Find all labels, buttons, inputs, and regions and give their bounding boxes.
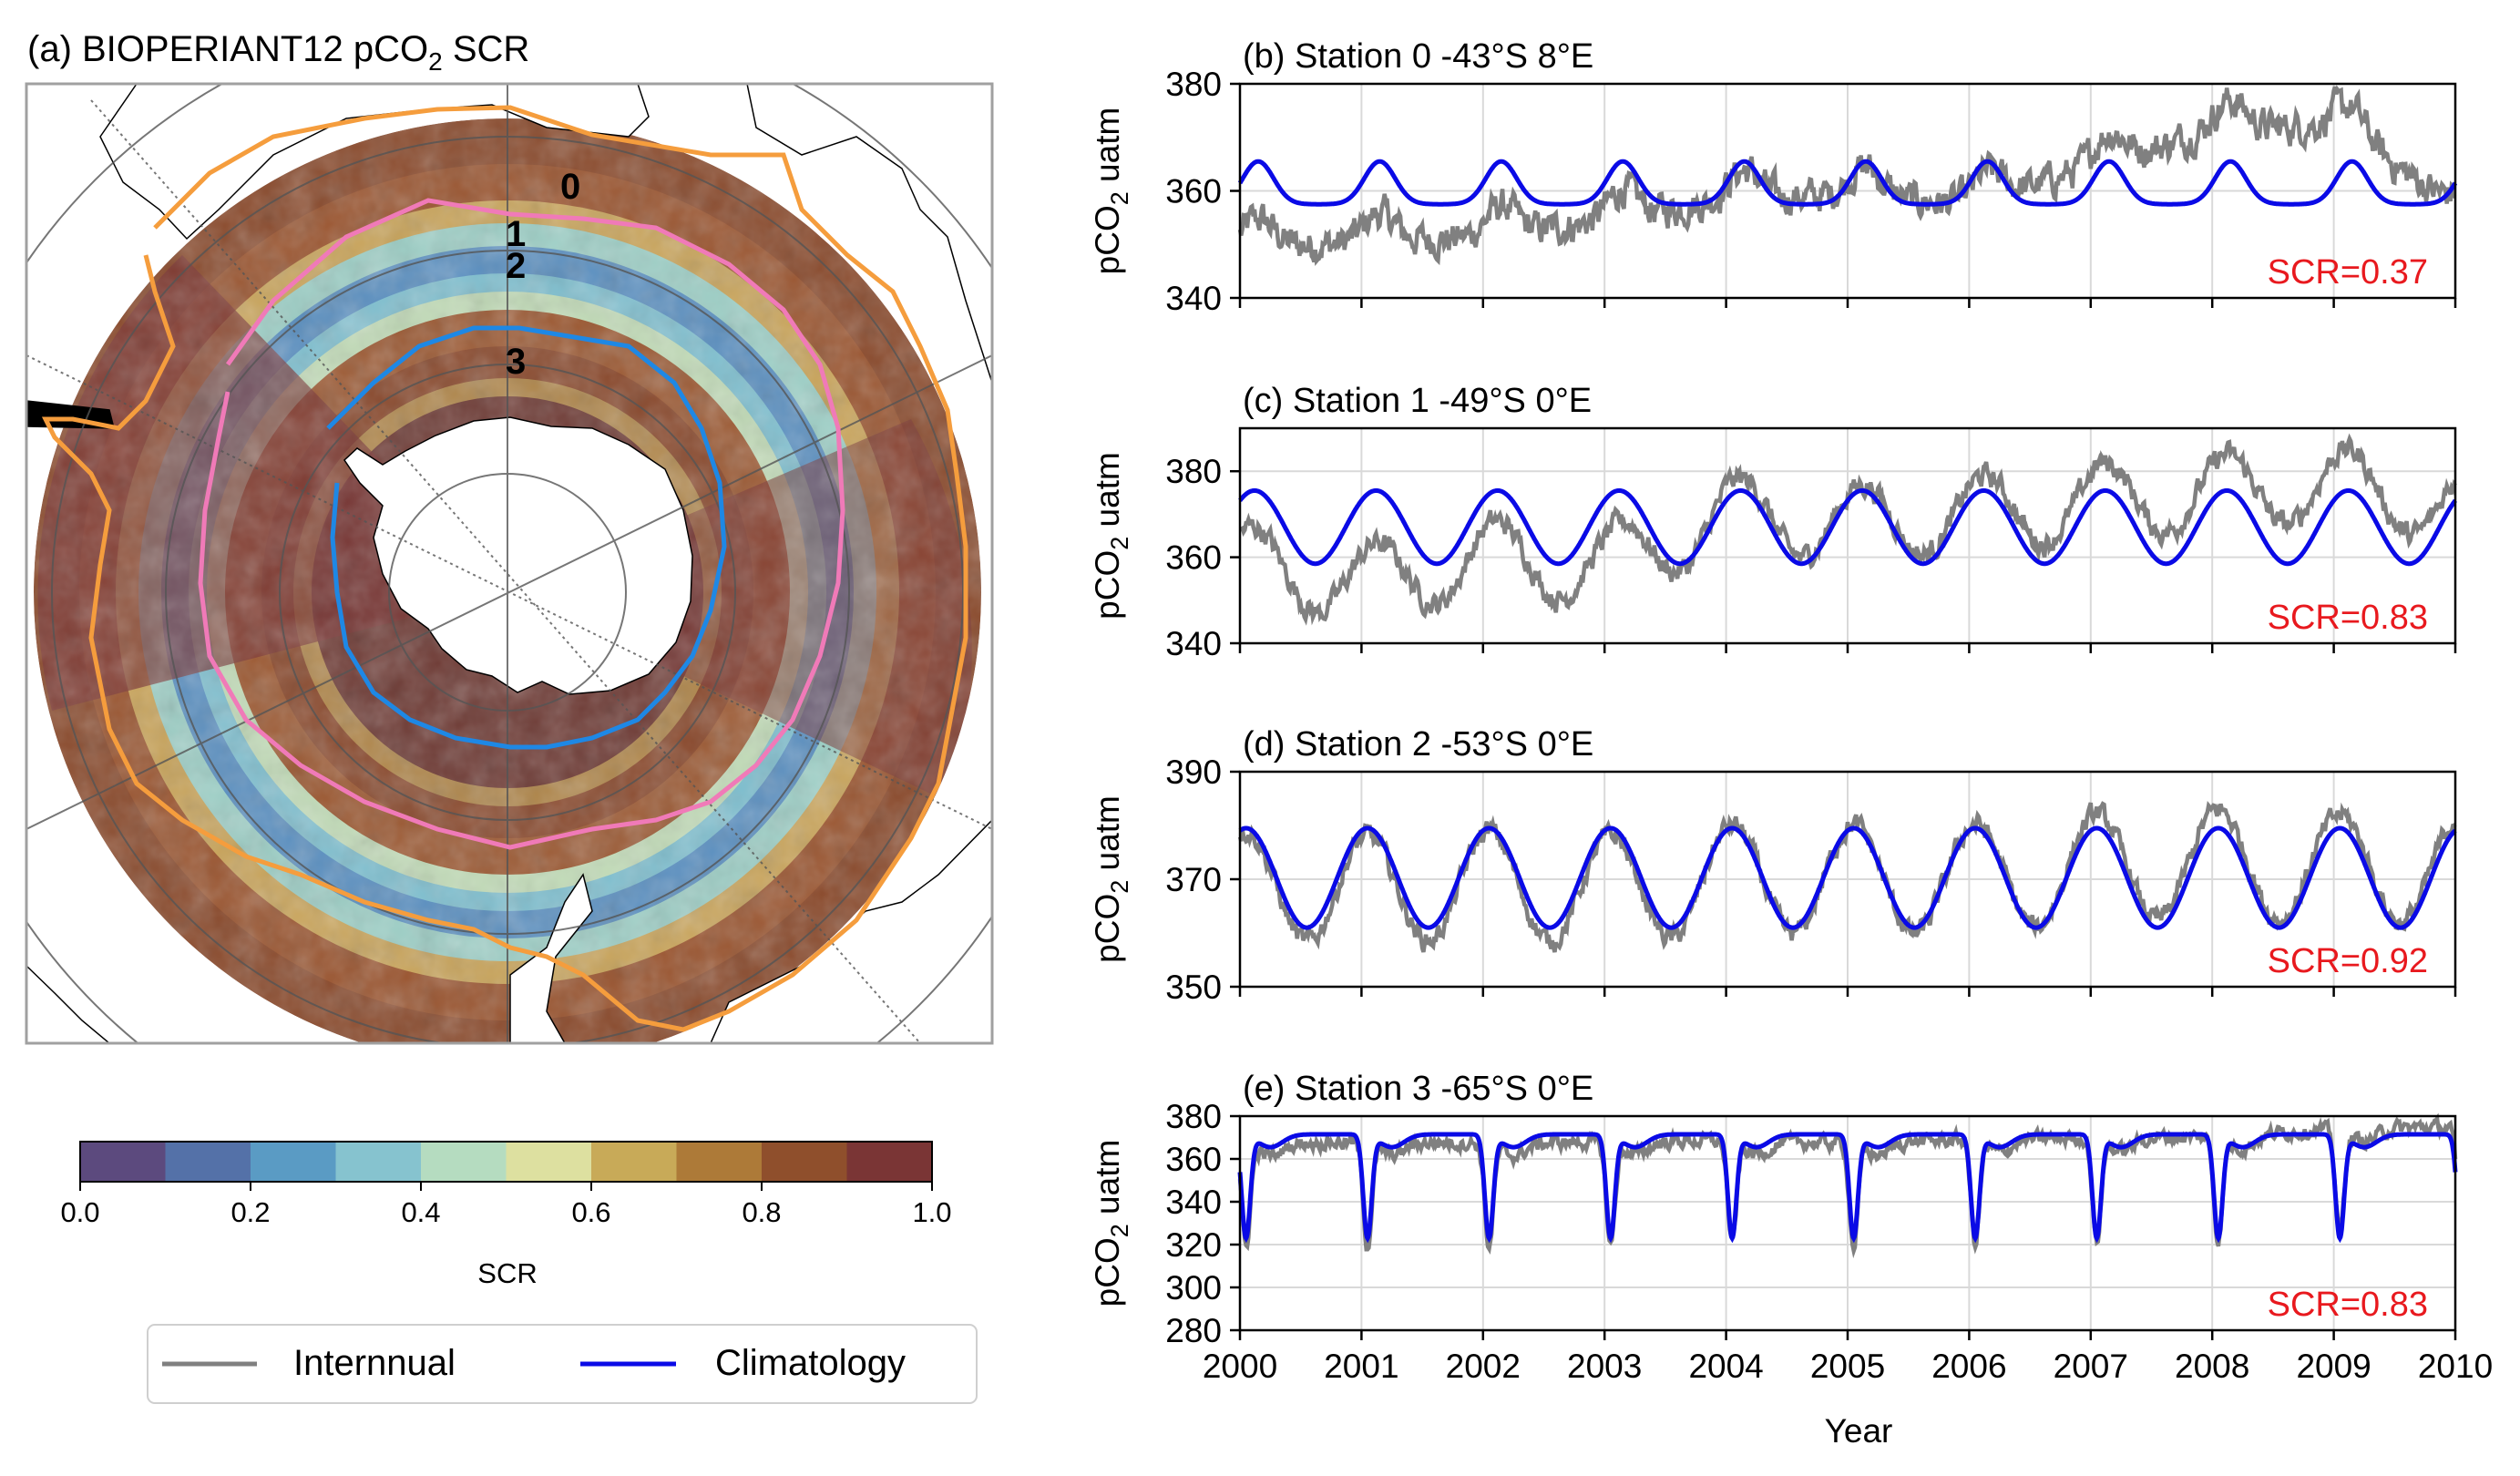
colorbar-tick-label: 0.0 <box>60 1196 99 1228</box>
series-climatology <box>1238 487 2457 567</box>
station-labels: 0 1 2 3 <box>506 167 580 382</box>
x-tick-label: 2010 <box>2418 1348 2493 1385</box>
y-axis-label: pCO2 uatm <box>1089 795 1133 963</box>
panel-2: (d) Station 2 -53°S 0°E 350 370 390 pCO2 uat… <box>1089 725 2457 1006</box>
colorbar-segment <box>251 1142 336 1182</box>
series-climatology <box>1237 159 2458 207</box>
series-interannual <box>1237 800 2457 953</box>
y-tick-label: 340 <box>1165 1184 1222 1221</box>
panel-title: (b) Station 0 -43°S 8°E <box>1243 37 1593 76</box>
y-axis-label: pCO2 uatm <box>1089 108 1133 275</box>
x-tick-label: 2005 <box>1810 1348 1885 1385</box>
panel-title: (d) Station 2 -53°S 0°E <box>1243 725 1593 764</box>
map-title: (a) BIOPERIANT12 pCO2 SCR <box>27 29 529 76</box>
x-tick-label: 2006 <box>1931 1348 2006 1385</box>
panel-3: (e) Station 3 -65°S 0°E 2000 2001 2002 2003 2… <box>1089 1070 2493 1385</box>
x-tick-label: 2000 <box>1203 1348 1277 1385</box>
y-tick-label: 370 <box>1165 861 1222 898</box>
x-tick-label: 2002 <box>1446 1348 1521 1385</box>
colorbar-tick-label: 0.2 <box>230 1196 270 1228</box>
x-tick-label: 2008 <box>2175 1348 2249 1385</box>
y-tick-label: 380 <box>1165 1098 1222 1135</box>
colorbar-tick-label: 0.8 <box>742 1196 781 1228</box>
colorbar-tick-label: 0.6 <box>571 1196 610 1228</box>
front-outer <box>41 105 968 1032</box>
legend-frame <box>147 1324 978 1404</box>
scr-annotation: SCR=0.37 <box>2268 253 2428 292</box>
station-label-1: 1 <box>506 214 526 254</box>
colorbar-segment <box>591 1142 677 1182</box>
scr-annotation: SCR=0.92 <box>2268 942 2428 980</box>
panel-0: (b) Station 0 -43°S 8°E 340 360 380 pCO2 uat… <box>1089 37 2458 317</box>
land <box>26 84 992 1043</box>
station-label-2: 2 <box>506 246 526 286</box>
colorbar-segment <box>506 1142 592 1182</box>
colorbar-segment <box>421 1142 507 1182</box>
scr-annotation: SCR=0.83 <box>2268 1286 2428 1324</box>
y-tick-label: 360 <box>1165 173 1222 210</box>
y-tick-label: 380 <box>1165 453 1222 490</box>
colorbar-label: SCR <box>477 1257 537 1289</box>
fronts <box>41 105 968 1032</box>
map-panel: 0 1 2 3 <box>26 84 992 1043</box>
colorbar-segment <box>762 1142 847 1182</box>
y-tick-label: 350 <box>1165 969 1222 1006</box>
station-label-0: 0 <box>560 167 580 207</box>
y-tick-label: 340 <box>1165 280 1222 317</box>
y-tick-label: 390 <box>1165 753 1222 791</box>
series-climatology <box>1237 1132 2458 1244</box>
y-tick-label: 280 <box>1165 1312 1222 1349</box>
x-axis-label: Year <box>1825 1412 1893 1450</box>
x-tick-label: 2001 <box>1324 1348 1398 1385</box>
y-axis-label: pCO2 uatm <box>1089 452 1133 620</box>
colorbar-tick-label: 1.0 <box>912 1196 951 1228</box>
colorbar-segment <box>165 1142 251 1182</box>
legend-label-interannual: Internnual <box>293 1343 456 1383</box>
graticule <box>26 84 992 1043</box>
station-label-3: 3 <box>506 342 526 382</box>
colorbar: 0.0 0.2 0.4 0.6 0.8 1.0 <box>60 1141 952 1228</box>
colorbar-segment <box>676 1142 763 1182</box>
x-tick-label: 2007 <box>2054 1348 2128 1385</box>
panel-1: (c) Station 1 -49°S 0°E 340 360 380 pCO2 uat… <box>1089 382 2457 662</box>
colorbar-tick-label: 0.4 <box>401 1196 440 1228</box>
x-tick-label: 2004 <box>1688 1348 1763 1385</box>
y-tick-label: 320 <box>1165 1226 1222 1264</box>
y-tick-label: 360 <box>1165 539 1222 577</box>
map-frame <box>25 82 994 1045</box>
scr-annotation: SCR=0.83 <box>2268 599 2428 637</box>
front-inner <box>326 325 727 750</box>
x-tick-label: 2003 <box>1567 1348 1642 1385</box>
y-tick-label: 360 <box>1165 1141 1222 1178</box>
colorbar-frame <box>79 1141 933 1183</box>
x-tick-label: 2009 <box>2296 1348 2371 1385</box>
panel-title: (e) Station 3 -65°S 0°E <box>1243 1070 1593 1108</box>
y-tick-label: 380 <box>1165 66 1222 103</box>
y-axis-label: pCO2 uatm <box>1089 1140 1133 1307</box>
colorbar-segment <box>80 1142 166 1182</box>
timeseries-panels: (b) Station 0 -43°S 8°E 340 360 380 pCO2 uat… <box>1089 37 2493 1385</box>
y-tick-label: 300 <box>1165 1269 1222 1307</box>
front-middle <box>198 198 845 850</box>
colorbar-segment <box>846 1142 933 1182</box>
y-tick-label: 340 <box>1165 625 1222 662</box>
series-climatology <box>1238 825 2457 930</box>
legend: Internnual Climatology <box>147 1324 978 1404</box>
panel-title: (c) Station 1 -49°S 0°E <box>1243 382 1592 420</box>
legend-label-climatology: Climatology <box>715 1343 906 1383</box>
series-interannual <box>1240 433 2457 626</box>
colorbar-segment <box>335 1142 422 1182</box>
